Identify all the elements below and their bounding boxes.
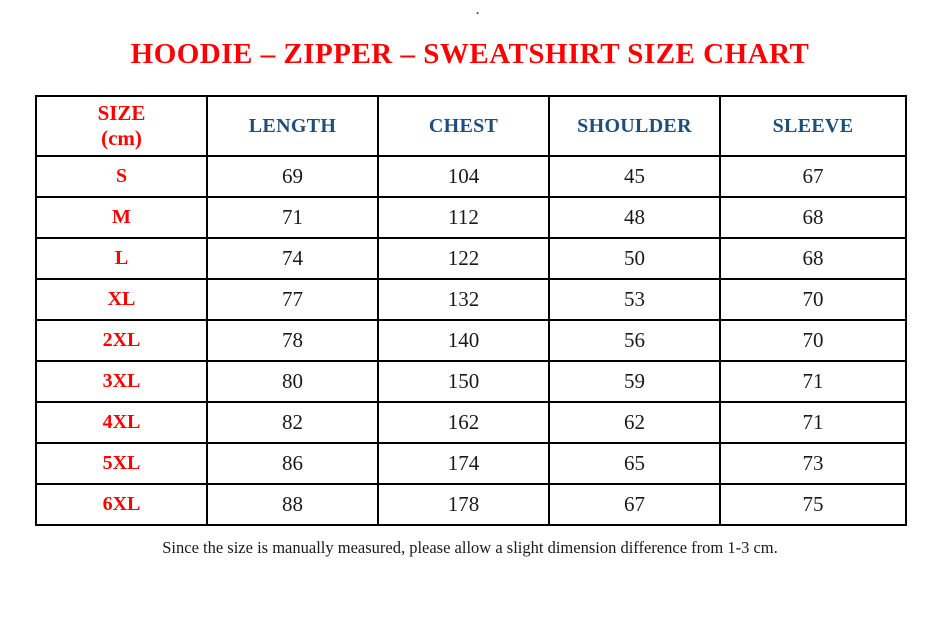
shoulder-cell: 65 — [548, 442, 721, 485]
sleeve-cell: 70 — [719, 319, 907, 362]
table-row-4xl: 4XL 82 162 62 71 — [35, 401, 907, 444]
length-cell: 80 — [206, 360, 379, 403]
table-row-l: L 74 122 50 68 — [35, 237, 907, 280]
length-cell: 88 — [206, 483, 379, 526]
shoulder-cell: 50 — [548, 237, 721, 280]
column-header-size: SIZE (cm) — [35, 95, 208, 157]
size-cell: 4XL — [35, 401, 208, 444]
sleeve-cell: 68 — [719, 196, 907, 239]
sleeve-cell: 67 — [719, 155, 907, 198]
sleeve-cell: 70 — [719, 278, 907, 321]
length-cell: 69 — [206, 155, 379, 198]
size-cell: 5XL — [35, 442, 208, 485]
length-cell: 78 — [206, 319, 379, 362]
shoulder-cell: 67 — [548, 483, 721, 526]
chest-cell: 132 — [377, 278, 550, 321]
chest-cell: 178 — [377, 483, 550, 526]
chest-cell: 140 — [377, 319, 550, 362]
chest-cell: 174 — [377, 442, 550, 485]
shoulder-cell: 59 — [548, 360, 721, 403]
size-cell: XL — [35, 278, 208, 321]
size-header-line2: (cm) — [101, 126, 142, 150]
sleeve-cell: 75 — [719, 483, 907, 526]
column-header-sleeve: SLEEVE — [719, 95, 907, 157]
table-row-xl: XL 77 132 53 70 — [35, 278, 907, 321]
shoulder-cell: 56 — [548, 319, 721, 362]
size-chart-table: SIZE (cm) LENGTH CHEST SHOULDER SLEEVE S… — [35, 95, 907, 526]
size-cell: 6XL — [35, 483, 208, 526]
column-header-shoulder: SHOULDER — [548, 95, 721, 157]
length-cell: 74 — [206, 237, 379, 280]
shoulder-cell: 53 — [548, 278, 721, 321]
chest-cell: 162 — [377, 401, 550, 444]
sleeve-cell: 68 — [719, 237, 907, 280]
size-cell: 2XL — [35, 319, 208, 362]
size-cell: M — [35, 196, 208, 239]
table-row-2xl: 2XL 78 140 56 70 — [35, 319, 907, 362]
table-header-row: SIZE (cm) LENGTH CHEST SHOULDER SLEEVE — [35, 95, 907, 157]
sleeve-cell: 71 — [719, 401, 907, 444]
size-cell: S — [35, 155, 208, 198]
sleeve-cell: 71 — [719, 360, 907, 403]
shoulder-cell: 45 — [548, 155, 721, 198]
chest-cell: 150 — [377, 360, 550, 403]
length-cell: 86 — [206, 442, 379, 485]
chest-cell: 112 — [377, 196, 550, 239]
size-header-line1: SIZE — [97, 101, 146, 126]
size-cell: L — [35, 237, 208, 280]
shoulder-cell: 62 — [548, 401, 721, 444]
table-row-3xl: 3XL 80 150 59 71 — [35, 360, 907, 403]
table-row-m: M 71 112 48 68 — [35, 196, 907, 239]
chest-cell: 104 — [377, 155, 550, 198]
chest-cell: 122 — [377, 237, 550, 280]
table-row-s: S 69 104 45 67 — [35, 155, 907, 198]
column-header-length: LENGTH — [206, 95, 379, 157]
measurement-note: Since the size is manually measured, ple… — [162, 538, 778, 557]
table-row-5xl: 5XL 86 174 65 73 — [35, 442, 907, 485]
length-cell: 77 — [206, 278, 379, 321]
size-cell: 3XL — [35, 360, 208, 403]
sleeve-cell: 73 — [719, 442, 907, 485]
length-cell: 71 — [206, 196, 379, 239]
length-cell: 82 — [206, 401, 379, 444]
column-header-chest: CHEST — [377, 95, 550, 157]
page-title: HOODIE – ZIPPER – SWEATSHIRT SIZE CHART — [130, 38, 810, 70]
table-row-6xl: 6XL 88 178 67 75 — [35, 483, 907, 526]
stray-dot: . — [476, 3, 479, 17]
shoulder-cell: 48 — [548, 196, 721, 239]
